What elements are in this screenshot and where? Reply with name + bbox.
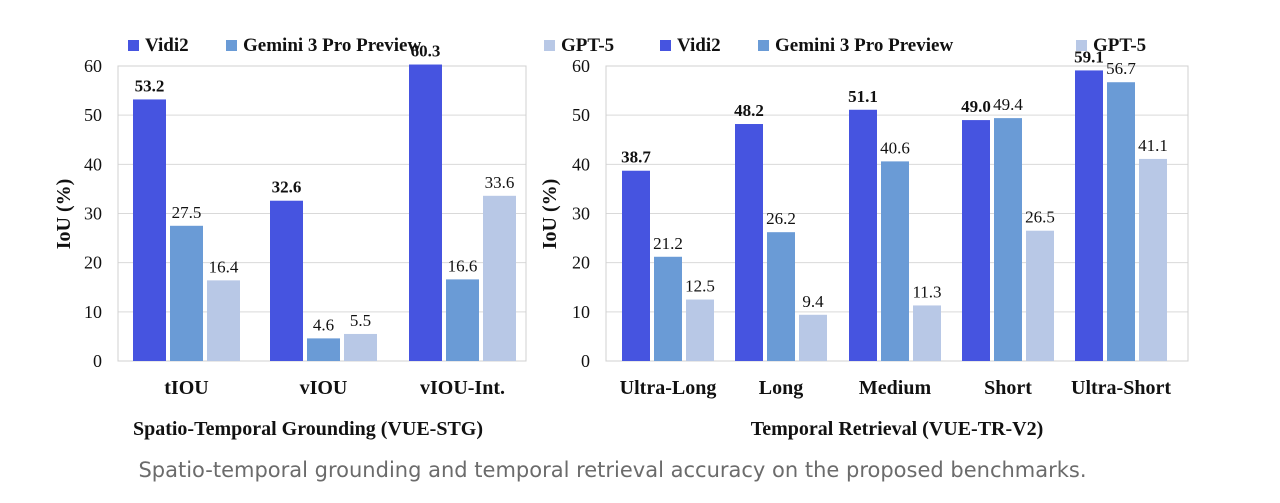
right-bar-gemini-3-pro-preview-ultra-long <box>654 256 682 361</box>
left-category-label-viou: vIOU <box>300 377 348 399</box>
right-value-label-gemini-3-pro-preview-ultra-long: 21.2 <box>653 234 683 253</box>
right-bar-gemini-3-pro-preview-short <box>994 118 1022 361</box>
right-value-label-gpt-5-medium: 11.3 <box>912 282 941 301</box>
right-legend-label-vidi2: Vidi2 <box>677 35 721 56</box>
right-ytick-label-60: 60 <box>572 56 590 76</box>
left-y-axis-title: IoU (%) <box>53 179 75 250</box>
right-bar-vidi2-ultra-short <box>1075 70 1103 362</box>
left-bar-vidi2-viou-int <box>409 64 442 362</box>
left-value-label-vidi2-tiou: 53.2 <box>135 76 165 95</box>
right-bar-gpt-5-medium <box>913 305 941 361</box>
left-legend-swatch-gemini-3-pro-preview <box>226 40 237 51</box>
right-category-label-medium: Medium <box>859 377 932 399</box>
left-ytick-label-10: 10 <box>84 302 102 322</box>
left-ytick-label-60: 60 <box>84 56 102 76</box>
right-y-axis-title: IoU (%) <box>539 179 561 250</box>
right-bar-vidi2-short <box>962 120 990 361</box>
left-value-label-gemini-3-pro-preview-viou: 4.6 <box>313 315 334 334</box>
right-value-label-gemini-3-pro-preview-ultra-short: 56.7 <box>1106 59 1136 78</box>
left-value-label-gpt-5-viou-int: 33.6 <box>485 173 515 192</box>
left-value-label-gemini-3-pro-preview-tiou: 27.5 <box>172 203 202 222</box>
left-value-label-vidi2-viou-int: 60.3 <box>411 42 441 61</box>
right-category-label-long: Long <box>759 377 803 399</box>
left-ytick-label-20: 20 <box>84 253 102 273</box>
right-value-label-gemini-3-pro-preview-long: 26.2 <box>766 209 796 228</box>
left-legend-label-gemini-3-pro-preview: Gemini 3 Pro Preview <box>243 35 421 56</box>
left-legend-label-gpt-5: GPT-5 <box>561 35 614 56</box>
right-bar-gpt-5-short <box>1026 230 1054 361</box>
left-ytick-label-50: 50 <box>84 105 102 125</box>
left-category-label-tiou: tIOU <box>164 377 208 399</box>
right-value-label-vidi2-long: 48.2 <box>734 101 764 120</box>
right-value-label-gpt-5-short: 26.5 <box>1025 208 1055 227</box>
right-bar-gpt-5-ultra-short <box>1139 158 1167 361</box>
right-value-label-gpt-5-ultra-long: 12.5 <box>685 277 715 296</box>
right-category-label-ultra-short: Ultra-Short <box>1071 377 1171 399</box>
right-legend-label-gemini-3-pro-preview: Gemini 3 Pro Preview <box>775 35 953 56</box>
left-bar-gemini-3-pro-preview-viou-int <box>446 279 479 361</box>
left-ytick-label-40: 40 <box>84 154 102 174</box>
right-bar-vidi2-ultra-long <box>622 170 650 361</box>
right-value-label-gemini-3-pro-preview-medium: 40.6 <box>880 138 910 157</box>
left-x-axis-title: Spatio-Temporal Grounding (VUE-STG) <box>133 418 483 440</box>
left-legend-swatch-vidi2 <box>128 40 139 51</box>
left-value-label-gemini-3-pro-preview-viou-int: 16.6 <box>448 256 478 275</box>
right-category-label-ultra-long: Ultra-Long <box>620 377 717 399</box>
right-value-label-vidi2-medium: 51.1 <box>848 87 878 106</box>
right-value-label-vidi2-ultra-long: 38.7 <box>621 148 651 167</box>
right-ytick-label-50: 50 <box>572 105 590 125</box>
right-ytick-label-30: 30 <box>572 204 590 224</box>
left-bar-vidi2-viou <box>270 200 303 361</box>
right-value-label-vidi2-short: 49.0 <box>961 97 991 116</box>
left-value-label-gpt-5-tiou: 16.4 <box>209 257 239 276</box>
right-bar-gemini-3-pro-preview-ultra-short <box>1107 82 1135 361</box>
left-bar-gpt-5-viou-int <box>483 195 516 361</box>
right-bar-gpt-5-ultra-long <box>686 299 714 361</box>
right-legend-swatch-gpt-5 <box>1076 40 1087 51</box>
right-category-label-short: Short <box>984 377 1032 399</box>
right-bar-gemini-3-pro-preview-medium <box>881 161 909 361</box>
right-ytick-label-0: 0 <box>581 351 590 371</box>
left-ytick-label-0: 0 <box>93 351 102 371</box>
left-bar-gemini-3-pro-preview-tiou <box>170 225 203 361</box>
left-category-label-viou-int: vIOU-Int. <box>420 377 505 399</box>
right-legend-swatch-vidi2 <box>660 40 671 51</box>
right-value-label-gemini-3-pro-preview-short: 49.4 <box>993 95 1023 114</box>
right-bar-gemini-3-pro-preview-long <box>767 232 795 361</box>
left-value-label-gpt-5-viou: 5.5 <box>350 311 371 330</box>
left-bar-gpt-5-viou <box>344 333 377 361</box>
right-legend-label-gpt-5: GPT-5 <box>1093 35 1146 56</box>
left-legend-label-vidi2: Vidi2 <box>145 35 189 56</box>
right-bar-vidi2-medium <box>849 109 877 361</box>
right-value-label-gpt-5-long: 9.4 <box>802 292 824 311</box>
left-bar-vidi2-tiou <box>133 99 166 361</box>
left-ytick-label-30: 30 <box>84 204 102 224</box>
right-value-label-gpt-5-ultra-short: 41.1 <box>1138 136 1168 155</box>
left-value-label-vidi2-viou: 32.6 <box>272 178 302 197</box>
right-legend-swatch-gemini-3-pro-preview <box>758 40 769 51</box>
left-bar-gemini-3-pro-preview-viou <box>307 338 340 361</box>
right-bar-vidi2-long <box>735 124 763 362</box>
right-value-label-vidi2-ultra-short: 59.1 <box>1074 47 1104 66</box>
left-legend-swatch-gpt-5 <box>544 40 555 51</box>
charts-svg: 0 10 20 30 40 50 60 53.2 27.5 16.4 tIOU 32.6 4.6 5.5 v… <box>53 35 1189 440</box>
right-ytick-label-40: 40 <box>572 154 590 174</box>
right-ytick-label-20: 20 <box>572 253 590 273</box>
right-x-axis-title: Temporal Retrieval (VUE-TR-V2) <box>751 418 1044 440</box>
left-bar-gpt-5-tiou <box>207 280 240 361</box>
right-ytick-label-10: 10 <box>572 302 590 322</box>
figure-caption: Spatio-temporal grounding and temporal r… <box>138 458 1087 482</box>
right-bar-gpt-5-long <box>799 314 827 361</box>
